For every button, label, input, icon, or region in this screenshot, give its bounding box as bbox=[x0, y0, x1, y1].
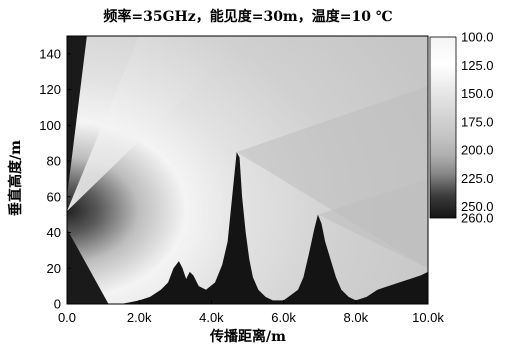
y-axis-ticks: 0 20 40 60 80 100 120 140 bbox=[39, 46, 71, 312]
colorbar-tick-label: 150.0 bbox=[461, 86, 494, 101]
colorbar-tick-label: 175.0 bbox=[461, 114, 494, 129]
x-tick-label: 2.0k bbox=[127, 310, 152, 325]
y-tick-label: 120 bbox=[39, 82, 61, 97]
colorbar-gradient bbox=[429, 36, 457, 219]
y-axis-label: 垂直高度/m bbox=[7, 140, 24, 216]
terrain-profile bbox=[67, 152, 428, 304]
ridge-shadow-1 bbox=[317, 178, 428, 269]
colorbar-tick-label: 260.0 bbox=[461, 211, 494, 226]
x-tick-label: 6.0k bbox=[271, 310, 296, 325]
upper-lobe-shading bbox=[67, 36, 248, 212]
y-tick-label: 100 bbox=[39, 118, 61, 133]
x-axis-label: 传播距离/m bbox=[209, 328, 286, 345]
shadow-regions bbox=[67, 36, 109, 304]
plot-area bbox=[67, 36, 428, 304]
colorbar-tick-label: 225.0 bbox=[461, 171, 494, 186]
x-tick-label: 8.0k bbox=[344, 310, 369, 325]
y-tick-label: 140 bbox=[39, 46, 61, 61]
colorbar-tick-label: 250.0 bbox=[461, 199, 494, 214]
y-tick-label: 20 bbox=[47, 261, 61, 276]
y-tick-label: 60 bbox=[47, 189, 61, 204]
shadow-region-0 bbox=[67, 36, 87, 197]
chart-title: 频率=35GHz，能见度=30m，温度=10 ℃ bbox=[103, 8, 392, 25]
y-tick-label: 40 bbox=[47, 225, 61, 240]
x-tick-label: 4.0k bbox=[199, 310, 224, 325]
ridge-shadow-regions bbox=[236, 86, 428, 269]
x-axis-ticks: 0.0 2.0k 4.0k 6.0k 8.0k 10.0k bbox=[58, 300, 444, 325]
y-tick-label: 0 bbox=[54, 297, 61, 312]
shadow-region-1 bbox=[67, 228, 109, 304]
x-tick-label: 0.0 bbox=[58, 310, 76, 325]
colorbar-tick-label: 100.0 bbox=[461, 30, 494, 45]
plot-frame bbox=[66, 35, 429, 305]
colorbar-tick-label: 125.0 bbox=[461, 58, 494, 73]
y-tick-label: 80 bbox=[47, 154, 61, 169]
x-tick-label: 10.0k bbox=[412, 310, 444, 325]
colorbar-tick-label: 200.0 bbox=[461, 143, 494, 158]
